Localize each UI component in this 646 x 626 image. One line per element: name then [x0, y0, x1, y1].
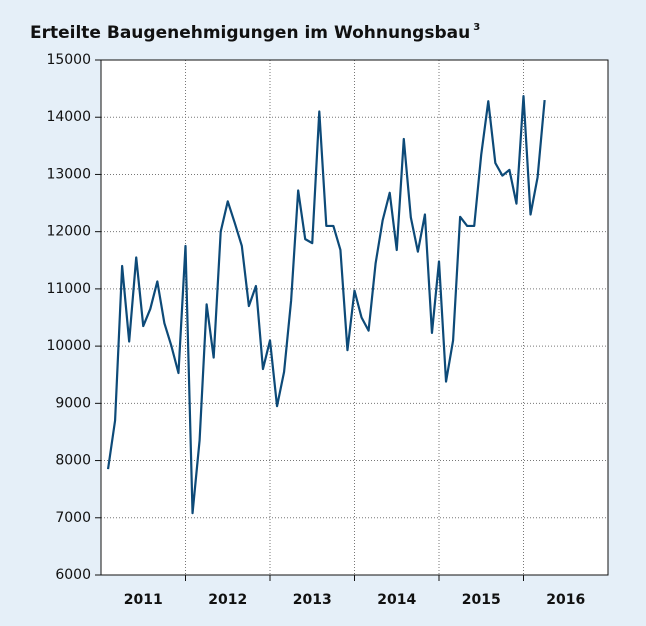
y-tick-label: 15000 [46, 52, 91, 68]
y-tick-label: 7000 [55, 510, 91, 526]
chart-title: Erteilte Baugenehmigungen im Wohnungsbau… [30, 22, 480, 43]
plot-area [101, 60, 608, 575]
y-tick-label: 11000 [46, 281, 91, 297]
y-tick-label: 10000 [46, 338, 91, 354]
x-tick-label: 2015 [462, 592, 501, 608]
y-tick-label: 6000 [55, 567, 91, 583]
plot-frame [100, 59, 609, 576]
title-footnote: 3 [473, 22, 480, 33]
y-tick-label: 9000 [55, 395, 91, 411]
x-tick-label: 2012 [208, 592, 247, 608]
y-tick-label: 14000 [46, 109, 91, 125]
y-tick-label: 12000 [46, 224, 91, 240]
y-tick-label: 8000 [55, 453, 91, 469]
y-tick-label: 13000 [46, 166, 91, 182]
x-tick-label: 2011 [124, 592, 163, 608]
x-tick-label: 2016 [546, 592, 585, 608]
x-tick-label: 2013 [293, 592, 332, 608]
title-text: Erteilte Baugenehmigungen im Wohnungsbau [30, 23, 470, 43]
x-tick-label: 2014 [377, 592, 416, 608]
data-line [106, 94, 546, 515]
